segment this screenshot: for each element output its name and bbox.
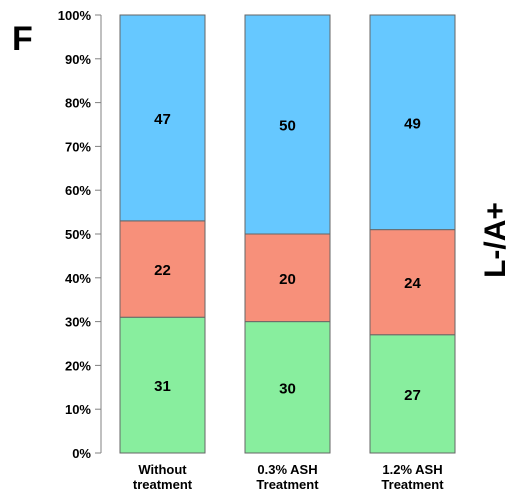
data-label: 50: [279, 118, 296, 135]
bar-segment: [369, 14, 456, 231]
x-category-label-line: 1.2% ASH: [382, 462, 442, 477]
x-category-label-line: treatment: [133, 477, 193, 492]
bars: [119, 14, 456, 454]
y-tick-label: 50%: [65, 227, 91, 242]
bar-segment: [119, 316, 206, 454]
bar-segment: [369, 334, 456, 454]
y-tick-label: 10%: [65, 402, 91, 417]
bar-segment: [244, 14, 331, 235]
x-category-label: 1.2% ASH Treatment: [381, 462, 444, 492]
x-category-label: 0.3% ASH Treatment: [256, 462, 319, 492]
data-label: 47: [154, 111, 171, 128]
data-label: 22: [154, 262, 171, 279]
data-labels: 31 22 47 30 20 50 27 24 49: [154, 111, 421, 404]
y-tick-label: 0%: [72, 446, 91, 461]
y-tick-label: 70%: [65, 139, 91, 154]
y-tick-label: 90%: [65, 52, 91, 67]
x-category-label: Without treatment: [133, 462, 193, 492]
x-category-label-line: 0.3% ASH: [257, 462, 317, 477]
x-category-label-line: Treatment: [381, 477, 444, 492]
y-tick-label: 60%: [65, 183, 91, 198]
data-label: 31: [154, 378, 171, 395]
data-label: 24: [404, 275, 421, 292]
data-label: 49: [404, 115, 421, 132]
y-tick-label: 80%: [65, 96, 91, 111]
y-tick-label: 30%: [65, 315, 91, 330]
data-label: 27: [404, 387, 421, 404]
y-tick-label: 100%: [58, 8, 92, 23]
data-label: 30: [279, 380, 296, 397]
bar-segment: [119, 220, 206, 318]
bar-segment: [244, 233, 331, 323]
y-tick-label: 20%: [65, 358, 91, 373]
x-category-label-line: Treatment: [256, 477, 319, 492]
bar-segment: [119, 14, 206, 222]
panel-letter: F: [12, 20, 33, 58]
data-label: 20: [279, 271, 296, 288]
side-label: L-/A+: [479, 202, 509, 278]
x-category-label-line: Without: [138, 462, 187, 477]
y-axis: 0% 10% 20% 30% 40% 50% 60% 70% 80% 90% 100%: [58, 8, 102, 461]
bar-segment: [369, 229, 456, 336]
y-tick-label: 40%: [65, 271, 91, 286]
